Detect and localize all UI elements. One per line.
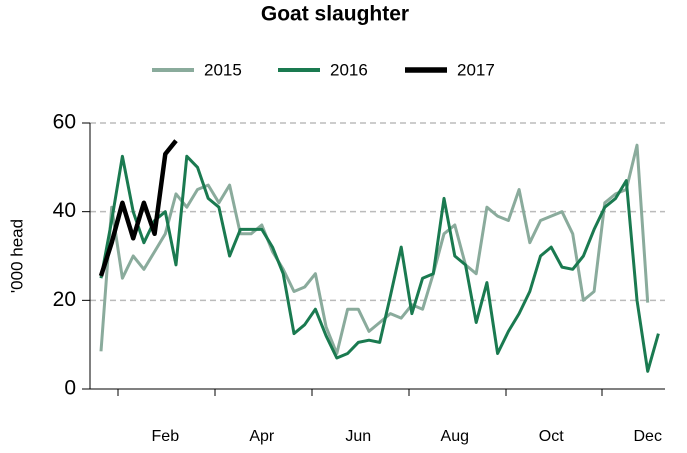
x-tick-label: Jun <box>345 428 371 445</box>
legend-label: 2017 <box>457 60 495 79</box>
legend-label: 2016 <box>330 60 368 79</box>
x-tick-label: Apr <box>249 428 275 445</box>
legend-label: 2015 <box>204 60 242 79</box>
x-tick-label: Oct <box>539 428 564 445</box>
chart-title: Goat slaughter <box>261 3 409 26</box>
x-tick-label: Dec <box>633 428 661 445</box>
series-line <box>99 143 650 355</box>
y-tick-label: 60 <box>53 111 76 134</box>
y-axis-label: '000 head <box>7 219 26 293</box>
x-tick-label: Feb <box>152 428 180 445</box>
y-tick-label: 0 <box>64 377 76 400</box>
y-tick-label: 40 <box>53 199 76 222</box>
series-line <box>98 139 178 277</box>
x-tick-label: Aug <box>441 428 469 445</box>
series-line <box>99 154 660 373</box>
y-tick-label: 20 <box>53 288 76 311</box>
x-axis-minor-ticks <box>117 389 603 396</box>
